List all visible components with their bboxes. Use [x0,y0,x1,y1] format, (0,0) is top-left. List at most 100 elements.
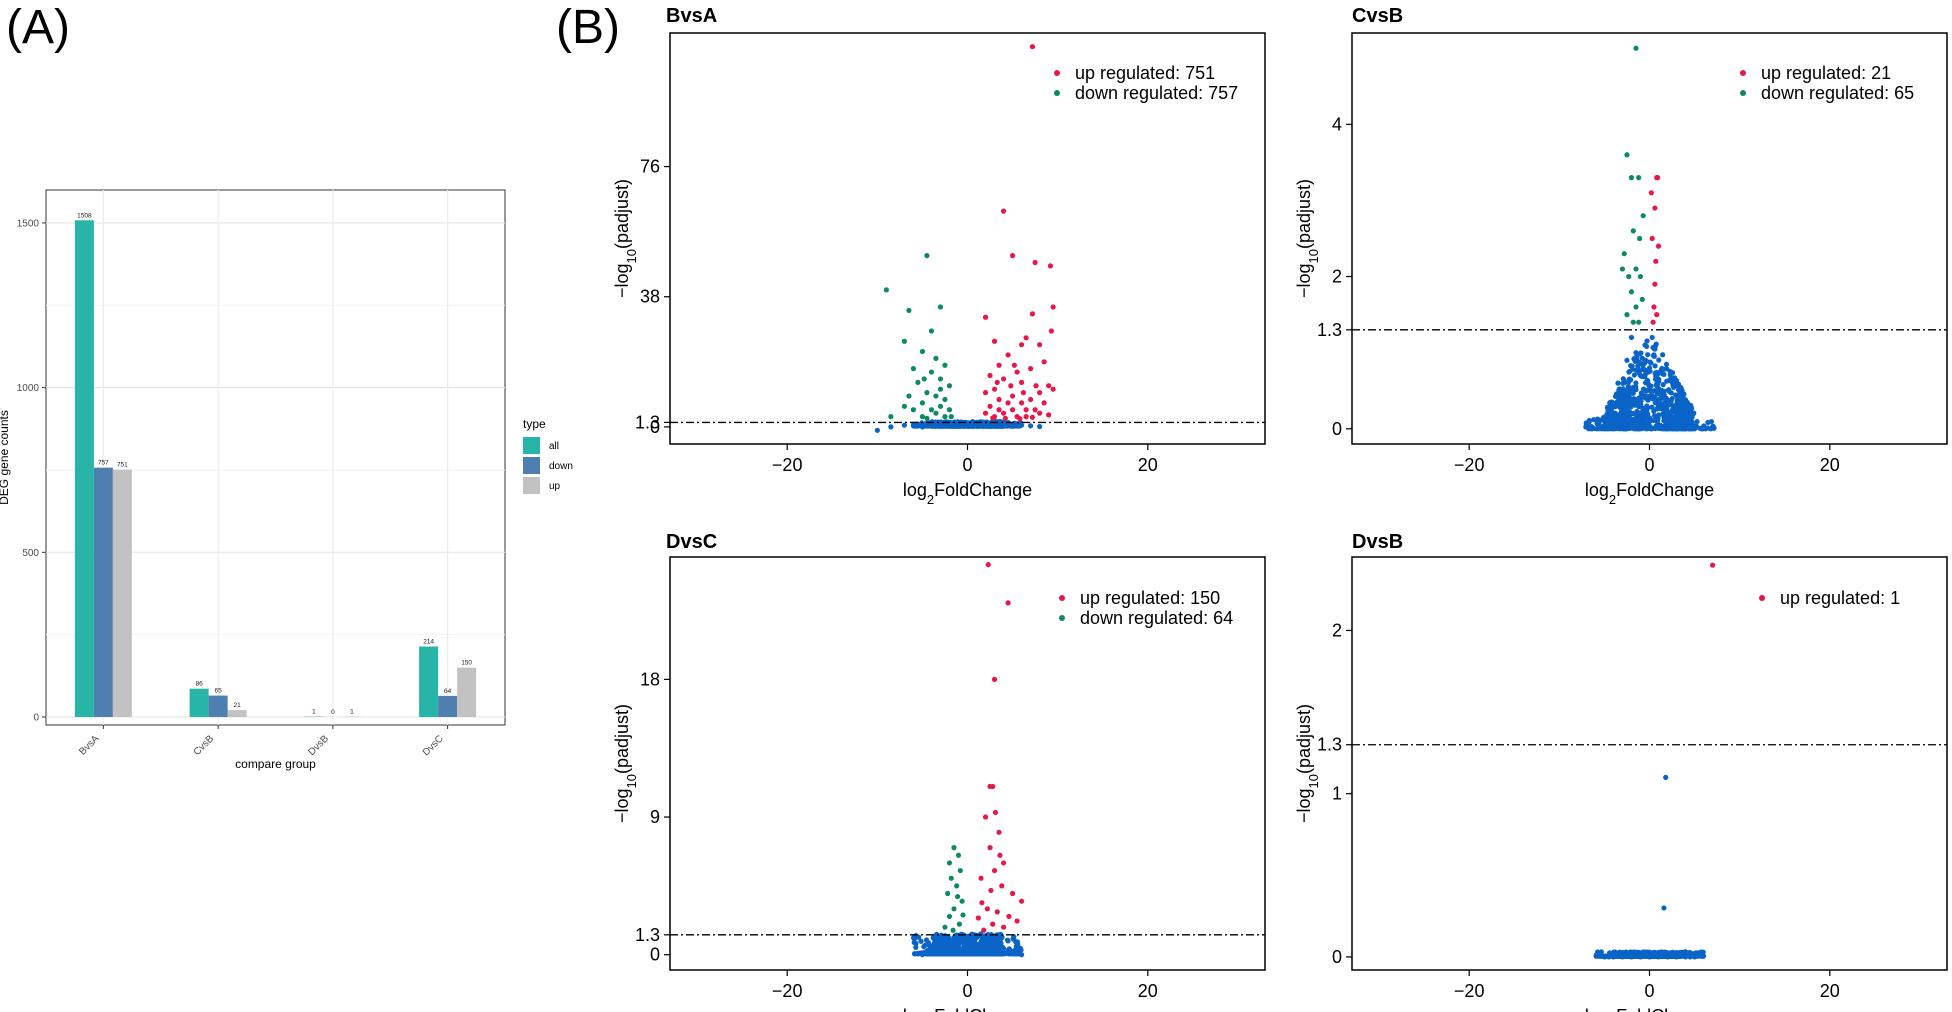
bar-up [227,710,247,717]
up-point [1014,369,1020,375]
ns-point [982,938,989,944]
ns-point [911,939,917,946]
ns-point [928,422,935,428]
up-point [985,562,991,568]
ns-point [997,931,1004,937]
ns-point [1011,936,1017,942]
bar-xlabel: compare group [235,757,316,771]
ns-point [1651,388,1657,394]
up-point [1005,352,1011,358]
up-point [1017,416,1023,422]
bar-ytick-label: 0 [33,713,39,724]
ns-point [1005,938,1011,944]
ns-point [972,943,978,949]
bar-ytick-label: 1000 [17,383,40,394]
volcano-DvsC: DvsC−2002001.3918log2FoldChange−log10(pa… [612,531,1266,1012]
ns-point [1673,426,1680,432]
volcano-ytick-label: 9 [650,807,660,827]
ns-point [939,942,945,948]
ns-point [1630,388,1636,394]
bar-value-label: 757 [98,460,109,467]
down-point [1626,273,1632,280]
ns-point [1617,426,1623,432]
up-point [991,676,998,682]
ns-point [1645,380,1651,387]
volcano-xtick-label: 20 [1138,455,1158,475]
ns-point [888,424,894,430]
ns-point [1610,418,1617,424]
down-point [942,396,948,403]
ns-point [1621,417,1627,424]
ns-point [1631,372,1637,378]
down-point [924,390,930,396]
down-point [906,393,912,399]
bar-value-label: 214 [423,639,434,646]
ns-point [1666,387,1672,393]
ns-point [1619,954,1626,960]
volcano-ytick-label: 1.3 [1317,320,1342,340]
down-point [915,379,921,385]
volcano-xtick-label: 0 [962,455,972,475]
up-point [1023,407,1029,413]
ns-point [978,950,984,957]
ns-point [922,942,928,948]
ns-point [1687,954,1693,960]
ns-point [1645,352,1651,358]
ns-point [1614,412,1621,418]
bar-all [189,688,209,717]
ns-point [919,424,926,430]
down-point [910,407,917,413]
down-point [1633,266,1639,272]
ns-point [1649,404,1655,410]
down-point [942,924,948,930]
up-point [992,809,999,816]
up-point [996,829,1002,835]
down-point [919,400,926,406]
bar-down [438,695,458,717]
up-point [1050,386,1056,392]
down-point [956,921,962,927]
ns-point [1018,952,1025,958]
ns-point [951,945,957,952]
ns-point [1699,426,1705,432]
bar-value-label: 1 [312,709,316,716]
up-point [1002,415,1008,421]
up-point [982,390,989,396]
volcano-xtick-label: 20 [1138,981,1158,1001]
ns-point [1660,382,1666,388]
ns-point [1682,954,1689,960]
volcano-CvsB: CvsB −20 0 20 0 1.3 2 4 log2FoldChange −log10(pad… [1294,5,1948,507]
up-point [996,362,1002,368]
ns-point [997,951,1003,957]
ns-point [1673,392,1679,398]
volcano-legend-key [1059,615,1065,621]
volcano-xtick-label: 20 [1820,981,1840,1001]
down-point [948,875,954,881]
up-point [984,906,990,912]
up-point [996,407,1002,413]
down-point [948,414,954,420]
ns-point [1615,380,1621,386]
up-point [979,900,985,906]
volcano-ytick-label: 38 [640,287,660,307]
ns-point [933,420,939,427]
up-point [987,845,993,851]
volcano-legend-label: down regulated: 64 [1080,608,1233,628]
bar-down [208,695,228,717]
down-point [959,898,965,904]
ns-point [982,421,989,428]
up-point [1651,304,1657,310]
down-point [1628,289,1635,295]
ns-point [1652,363,1658,369]
down-point [928,328,935,334]
up-point [999,883,1005,889]
up-point [1000,860,1007,866]
volcano-ytick-label: 18 [640,669,660,689]
down-point [946,383,953,389]
up-point [1653,258,1659,264]
volcano-ylabel: −log10(padjust) [1294,704,1321,823]
up-point [994,379,1000,385]
up-point [990,783,996,790]
down-point [906,307,912,314]
